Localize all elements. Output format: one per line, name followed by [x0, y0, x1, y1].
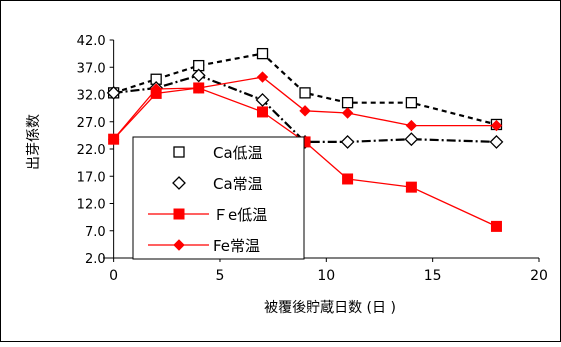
x-tick-label: 20	[530, 268, 548, 284]
series-line	[113, 76, 497, 140]
data-point	[404, 132, 419, 147]
data-point	[405, 97, 418, 109]
series-line	[113, 74, 497, 143]
y-tick-label: 42.0	[77, 34, 106, 49]
y-tick-label: 22.0	[77, 143, 106, 158]
legend-marker	[173, 208, 185, 220]
axes: 42.0 37.0 32.0 27.0 22.0 17.0 12.0 7.0 2.00 5 10 15…	[77, 34, 548, 284]
data-point	[106, 85, 121, 100]
x-tick-label: 10	[317, 268, 335, 284]
series-layer	[106, 47, 504, 232]
y-tick-label: 17.0	[77, 170, 106, 185]
data-point	[150, 83, 162, 95]
data-point	[255, 93, 270, 107]
x-tick-label: 0	[109, 268, 118, 284]
y-tick-label: 32.0	[77, 89, 106, 104]
legend: Ca低温 Ca常温 Ｆe低温 Fe常温	[132, 136, 305, 260]
data-point	[341, 97, 354, 109]
x-tick-label: 5	[216, 268, 225, 284]
data-point	[490, 220, 502, 232]
y-tick-label: 12.0	[77, 198, 106, 213]
x-tick-label: 15	[424, 268, 442, 284]
legend-label: Fe常温	[213, 237, 260, 255]
data-point	[490, 119, 503, 132]
data-point	[342, 173, 354, 185]
data-point	[299, 87, 311, 99]
series-line	[113, 87, 497, 227]
y-tick-label: 2.0	[85, 252, 106, 267]
data-point	[299, 105, 311, 117]
data-point	[256, 47, 269, 60]
legend-entry: Fe常温	[148, 237, 260, 255]
legend-entry: Ca低温	[173, 144, 263, 162]
legend-marker	[172, 176, 186, 190]
data-point	[193, 82, 205, 94]
data-point	[256, 71, 269, 83]
data-point	[257, 106, 269, 118]
data-point	[405, 119, 418, 132]
data-point	[340, 134, 355, 149]
series-4	[107, 71, 503, 145]
x-axis-label: 被覆後貯蔵日数 (日 )	[264, 300, 396, 316]
y-tick-label: 27.0	[77, 116, 106, 131]
data-point	[191, 68, 206, 83]
series-line	[113, 52, 497, 126]
data-point	[489, 134, 504, 149]
legend-label: Ｆe低温	[213, 206, 267, 224]
y-tick-label: 37.0	[77, 61, 106, 76]
legend-label: Ca常温	[213, 175, 263, 193]
legend-marker	[173, 239, 185, 251]
data-point	[341, 107, 354, 119]
y-axis-label: 出芽係数	[26, 114, 42, 170]
legend-entry: Ca常温	[172, 175, 263, 193]
data-point	[405, 181, 417, 193]
data-point	[107, 133, 120, 145]
legend-entry: Ｆe低温	[148, 206, 267, 224]
y-tick-label: 7.0	[85, 225, 106, 240]
legend-box	[132, 136, 305, 260]
legend-label: Ca低温	[213, 144, 263, 162]
legend-marker	[173, 146, 185, 158]
